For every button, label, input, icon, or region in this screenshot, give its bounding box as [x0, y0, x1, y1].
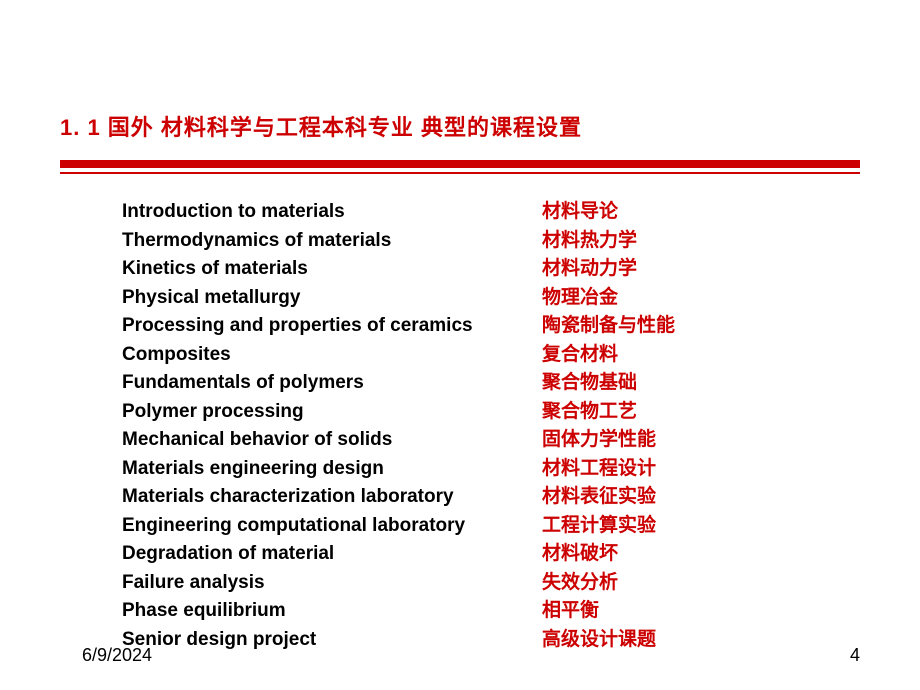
course-row: Engineering computational laboratory 工程计…: [122, 512, 860, 541]
footer-page-number: 4: [850, 645, 860, 666]
course-english: Degradation of material: [122, 540, 542, 569]
course-english: Materials characterization laboratory: [122, 483, 542, 512]
course-row: Composites 复合材料: [122, 341, 860, 370]
course-chinese: 材料破坏: [542, 540, 618, 569]
course-row: Introduction to materials 材料导论: [122, 198, 860, 227]
course-row: Polymer processing 聚合物工艺: [122, 398, 860, 427]
course-english: Processing and properties of ceramics: [122, 312, 542, 341]
course-chinese: 聚合物基础: [542, 369, 637, 398]
course-row: Mechanical behavior of solids 固体力学性能: [122, 426, 860, 455]
course-chinese: 材料动力学: [542, 255, 637, 284]
course-row: Thermodynamics of materials 材料热力学: [122, 227, 860, 256]
course-english: Polymer processing: [122, 398, 542, 427]
course-list: Introduction to materials 材料导论 Thermodyn…: [60, 198, 860, 654]
course-chinese: 材料表征实验: [542, 483, 656, 512]
footer-date: 6/9/2024: [82, 645, 152, 666]
course-chinese: 工程计算实验: [542, 512, 656, 541]
course-english: Mechanical behavior of solids: [122, 426, 542, 455]
slide-footer: 6/9/2024 4: [82, 645, 860, 666]
course-chinese: 陶瓷制备与性能: [542, 312, 675, 341]
divider-thick-line: [60, 160, 860, 168]
course-english: Kinetics of materials: [122, 255, 542, 284]
course-chinese: 材料工程设计: [542, 455, 656, 484]
divider-thin-line: [60, 172, 860, 174]
course-chinese: 物理冶金: [542, 284, 618, 313]
course-row: Physical metallurgy 物理冶金: [122, 284, 860, 313]
course-row: Materials engineering design 材料工程设计: [122, 455, 860, 484]
course-chinese: 相平衡: [542, 597, 599, 626]
course-english: Thermodynamics of materials: [122, 227, 542, 256]
course-chinese: 复合材料: [542, 341, 618, 370]
course-english: Physical metallurgy: [122, 284, 542, 313]
course-english: Introduction to materials: [122, 198, 542, 227]
course-english: Engineering computational laboratory: [122, 512, 542, 541]
course-chinese: 材料导论: [542, 198, 618, 227]
course-chinese: 聚合物工艺: [542, 398, 637, 427]
slide-title: 1. 1 国外 材料科学与工程本科专业 典型的课程设置: [60, 110, 860, 142]
course-chinese: 失效分析: [542, 569, 618, 598]
title-divider: [60, 160, 860, 174]
course-row: Fundamentals of polymers 聚合物基础: [122, 369, 860, 398]
course-english: Failure analysis: [122, 569, 542, 598]
course-english: Materials engineering design: [122, 455, 542, 484]
course-row: Kinetics of materials 材料动力学: [122, 255, 860, 284]
course-row: Failure analysis 失效分析: [122, 569, 860, 598]
course-row: Phase equilibrium 相平衡: [122, 597, 860, 626]
course-row: Processing and properties of ceramics 陶瓷…: [122, 312, 860, 341]
course-english: Phase equilibrium: [122, 597, 542, 626]
course-chinese: 固体力学性能: [542, 426, 656, 455]
course-row: Degradation of material 材料破坏: [122, 540, 860, 569]
course-english: Composites: [122, 341, 542, 370]
course-chinese: 材料热力学: [542, 227, 637, 256]
course-english: Fundamentals of polymers: [122, 369, 542, 398]
slide-container: 1. 1 国外 材料科学与工程本科专业 典型的课程设置 Introduction…: [0, 0, 920, 690]
course-row: Materials characterization laboratory 材料…: [122, 483, 860, 512]
